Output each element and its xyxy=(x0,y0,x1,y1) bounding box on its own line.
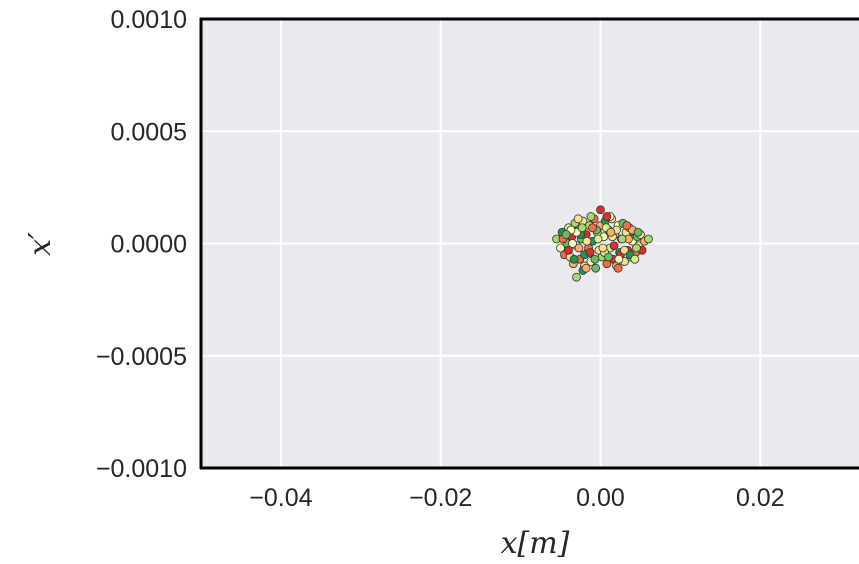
scatter-point xyxy=(582,236,592,246)
scatter-point xyxy=(604,252,613,262)
scatter-point xyxy=(568,239,577,248)
scatter-point xyxy=(630,254,640,264)
y-tick-label: 0.0005 xyxy=(111,118,187,146)
scatter-point xyxy=(556,243,565,253)
scatter-point xyxy=(572,272,581,282)
scatter-point xyxy=(581,263,591,273)
y-tick-label: 0.0000 xyxy=(111,231,187,259)
scatter-point xyxy=(564,245,573,255)
scatter-point xyxy=(633,227,643,237)
y-tick-label: 0.0010 xyxy=(111,6,187,34)
scatter-point xyxy=(577,223,587,233)
scatter-point xyxy=(613,263,623,273)
scatter-points xyxy=(552,205,653,282)
x-axis-label: x[m] xyxy=(501,526,570,561)
scatter-point xyxy=(585,248,595,257)
scatter-point xyxy=(622,221,632,230)
scatter-point xyxy=(602,212,612,221)
x-tick-label: 0.02 xyxy=(736,484,785,512)
scatter-point xyxy=(609,241,619,251)
y-axis-label: x′ xyxy=(23,232,58,256)
scatter-point xyxy=(588,223,597,233)
scatter-point xyxy=(644,234,653,244)
y-tick-labels: −0.0010 −0.0005 0.0000 0.0005 0.0010 xyxy=(96,6,187,483)
scatter-point xyxy=(598,243,608,253)
scatter-point xyxy=(590,254,600,264)
scatter-point xyxy=(574,243,584,253)
y-tick-label: −0.0005 xyxy=(96,343,187,371)
scatter-point xyxy=(569,254,579,264)
scatter-point xyxy=(596,205,605,215)
scatter-point xyxy=(614,254,624,264)
x-tick-label: −0.04 xyxy=(249,484,312,512)
y-tick-label: −0.0010 xyxy=(96,455,187,483)
scatter-point xyxy=(561,230,571,239)
scatter-point xyxy=(591,263,601,273)
scatter-point xyxy=(586,212,596,221)
scatter-point xyxy=(606,227,616,237)
x-tick-labels: −0.04−0.020.000.020.04 xyxy=(249,484,785,512)
scatter-point xyxy=(632,243,641,253)
x-tick-label: −0.02 xyxy=(409,484,472,512)
scatter-point xyxy=(617,234,627,244)
x-tick-label: 0.00 xyxy=(576,484,625,512)
scatter-point xyxy=(593,234,603,244)
scatter-point xyxy=(573,214,583,224)
